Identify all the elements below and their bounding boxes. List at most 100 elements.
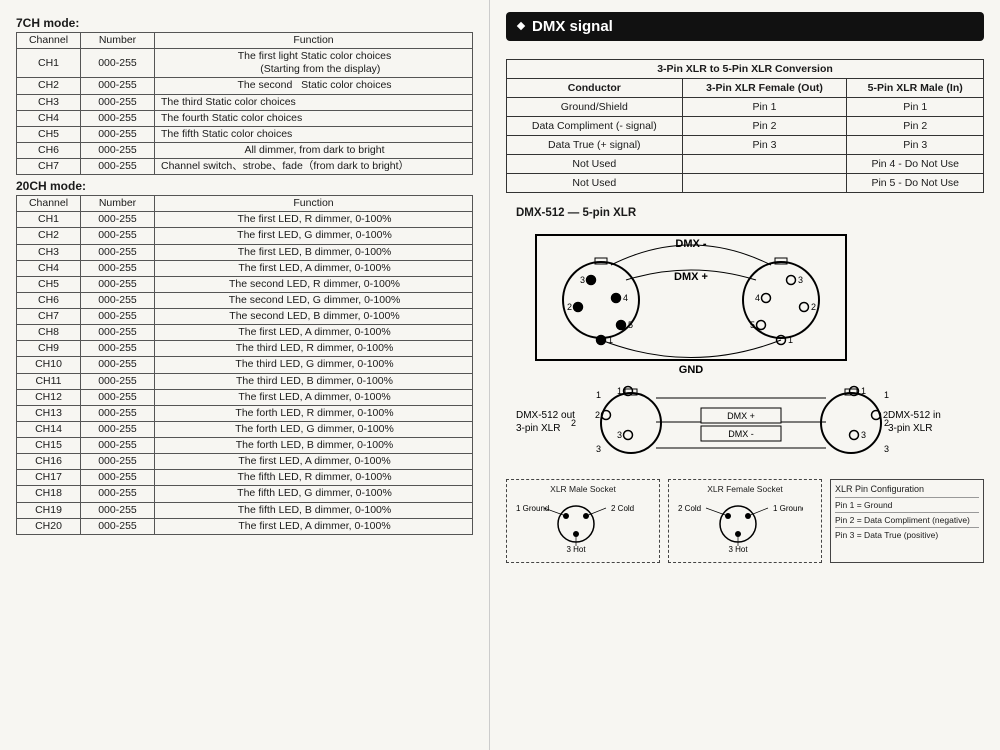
th-function: Function — [155, 196, 473, 212]
config-line: Pin 2 = Data Compliment (negative) — [835, 512, 979, 527]
conv-cell: Pin 2 — [847, 117, 984, 136]
xlr-male-box: XLR Male Socket 1 Ground2 Cold3 Hot — [506, 479, 660, 563]
num-cell: 000-255 — [81, 486, 155, 502]
num-cell: 000-255 — [81, 292, 155, 308]
fn-cell: The second LED, R dimmer, 0-100% — [155, 276, 473, 292]
ch-cell: CH3 — [17, 244, 81, 260]
ch-cell: CH19 — [17, 502, 81, 518]
num-cell: 000-255 — [81, 421, 155, 437]
svg-text:2: 2 — [595, 410, 600, 420]
xlr-female-box: XLR Female Socket 1 Ground2 Cold3 Hot — [668, 479, 822, 563]
svg-text:2 Cold: 2 Cold — [678, 504, 701, 513]
conversion-table: 3-Pin XLR to 5-Pin XLR Conversion Conduc… — [506, 59, 984, 193]
conv-cell — [682, 155, 847, 174]
num-cell: 000-255 — [81, 502, 155, 518]
fn-cell: The second Static color choices — [155, 78, 473, 94]
conv-cell: Pin 3 — [847, 136, 984, 155]
diamond-icon — [517, 22, 525, 30]
ch-cell: CH12 — [17, 389, 81, 405]
ch-cell: CH2 — [17, 78, 81, 94]
num-cell: 000-255 — [81, 470, 155, 486]
ch-cell: CH6 — [17, 142, 81, 158]
conv-cell: Pin 1 — [682, 98, 847, 117]
conv-cell: Data Compliment (- signal) — [507, 117, 683, 136]
fn-cell: The first LED, R dimmer, 0-100% — [155, 212, 473, 228]
conv-cell — [682, 174, 847, 193]
svg-text:2: 2 — [811, 302, 816, 312]
svg-text:1: 1 — [617, 386, 622, 396]
conv-col2: 5-Pin XLR Male (In) — [847, 79, 984, 98]
num-cell: 000-255 — [81, 438, 155, 454]
conv-cell: Pin 2 — [682, 117, 847, 136]
svg-text:3: 3 — [861, 430, 866, 440]
svg-text:4: 4 — [623, 293, 628, 303]
svg-text:1: 1 — [788, 335, 793, 345]
conv-cell: Pin 1 — [847, 98, 984, 117]
ch-cell: CH7 — [17, 309, 81, 325]
fn-cell: The forth LED, R dimmer, 0-100% — [155, 405, 473, 421]
conv-cell: Data True (+ signal) — [507, 136, 683, 155]
num-cell: 000-255 — [81, 373, 155, 389]
num-cell: 000-255 — [81, 309, 155, 325]
ch-cell: CH10 — [17, 357, 81, 373]
ch-cell: CH4 — [17, 110, 81, 126]
svg-text:DMX-512 out: DMX-512 out — [516, 410, 575, 421]
ch-cell: CH3 — [17, 94, 81, 110]
svg-text:DMX -: DMX - — [675, 238, 707, 250]
svg-text:3-pin XLR: 3-pin XLR — [888, 423, 932, 434]
fn-cell: The third Static color choices — [155, 94, 473, 110]
th-channel: Channel — [17, 33, 81, 49]
svg-text:3: 3 — [798, 275, 803, 285]
num-cell: 000-255 — [81, 94, 155, 110]
female-title: XLR Female Socket — [673, 484, 817, 494]
fn-cell: The first LED, A dimmer, 0-100% — [155, 389, 473, 405]
svg-text:2: 2 — [884, 418, 889, 428]
num-cell: 000-255 — [81, 49, 155, 78]
svg-text:2 Cold: 2 Cold — [611, 504, 634, 513]
ch-cell: CH1 — [17, 212, 81, 228]
conv-title: 3-Pin XLR to 5-Pin XLR Conversion — [507, 60, 984, 79]
num-cell: 000-255 — [81, 110, 155, 126]
fn-cell: The third LED, G dimmer, 0-100% — [155, 357, 473, 373]
svg-text:DMX -: DMX - — [728, 429, 754, 439]
fn-cell: The fourth Static color choices — [155, 110, 473, 126]
config-line: Pin 1 = Ground — [835, 497, 979, 512]
mode20-table: Channel Number Function CH1 000-255 The … — [16, 195, 473, 535]
num-cell: 000-255 — [81, 260, 155, 276]
dmx-signal-header: DMX signal — [506, 12, 984, 41]
ch-cell: CH1 — [17, 49, 81, 78]
ch-cell: CH5 — [17, 126, 81, 142]
svg-text:3: 3 — [617, 430, 622, 440]
ch-cell: CH4 — [17, 260, 81, 276]
num-cell: 000-255 — [81, 341, 155, 357]
mode7-title: 7CH mode: — [16, 16, 473, 30]
fn-cell: The fifth LED, G dimmer, 0-100% — [155, 486, 473, 502]
ch-cell: CH20 — [17, 518, 81, 534]
svg-text:5: 5 — [750, 320, 755, 330]
svg-text:1 Ground: 1 Ground — [773, 504, 803, 513]
svg-text:1: 1 — [596, 390, 601, 400]
ch-cell: CH2 — [17, 228, 81, 244]
svg-text:DMX-512 in: DMX-512 in — [888, 410, 941, 421]
male-title: XLR Male Socket — [511, 484, 655, 494]
th-number: Number — [81, 33, 155, 49]
svg-text:3-pin XLR: 3-pin XLR — [516, 423, 560, 434]
num-cell: 000-255 — [81, 159, 155, 175]
conv-col1: 3-Pin XLR Female (Out) — [682, 79, 847, 98]
ch-cell: CH6 — [17, 292, 81, 308]
num-cell: 000-255 — [81, 389, 155, 405]
bottom-boxes: XLR Male Socket 1 Ground2 Cold3 Hot XLR … — [506, 479, 984, 563]
svg-text:1: 1 — [884, 390, 889, 400]
mode20-title: 20CH mode: — [16, 179, 473, 193]
left-page: 7CH mode: Channel Number Function CH1 00… — [0, 0, 490, 750]
num-cell: 000-255 — [81, 518, 155, 534]
ch-cell: CH7 — [17, 159, 81, 175]
fn-cell: The second LED, G dimmer, 0-100% — [155, 292, 473, 308]
diag-5pin: 1234512345DMX -DMX +GND — [506, 225, 926, 375]
ch-cell: CH11 — [17, 373, 81, 389]
svg-text:3: 3 — [580, 275, 585, 285]
conv-col0: Conductor — [507, 79, 683, 98]
svg-text:5: 5 — [628, 320, 633, 330]
ch-cell: CH8 — [17, 325, 81, 341]
num-cell: 000-255 — [81, 454, 155, 470]
